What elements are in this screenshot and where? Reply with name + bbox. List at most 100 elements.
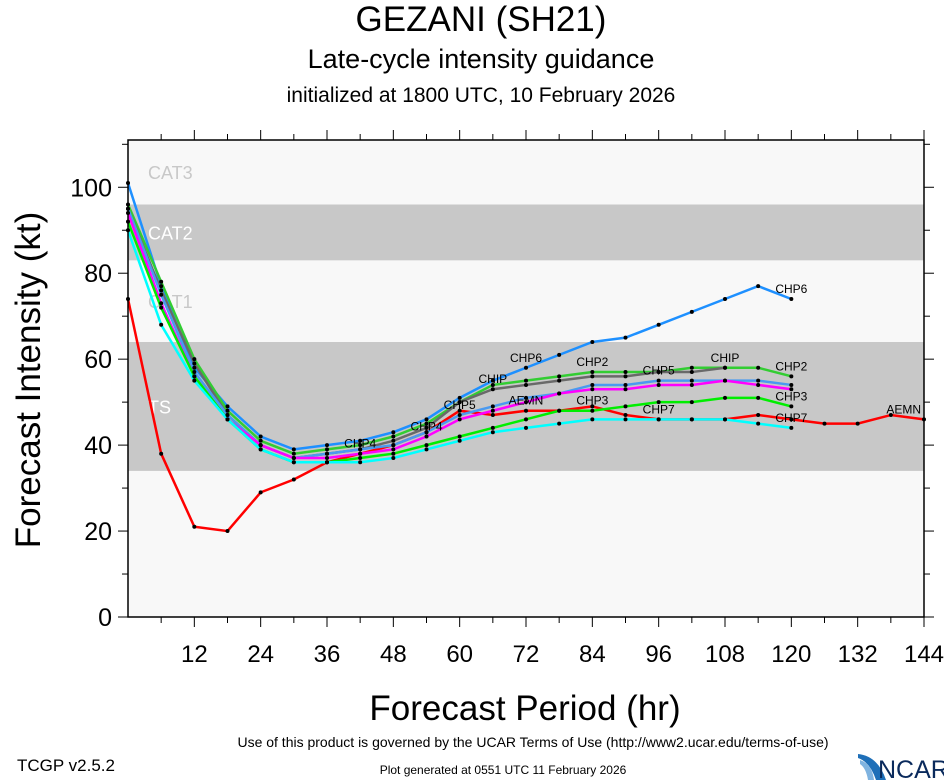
data-point-chp5 bbox=[457, 413, 462, 418]
data-point-chp6 bbox=[524, 365, 528, 370]
data-point-chip bbox=[689, 370, 694, 375]
series-label: AEMN bbox=[509, 394, 544, 408]
data-point-chp2 bbox=[524, 378, 528, 383]
data-point-chp3 bbox=[789, 404, 794, 409]
data-point-chp6 bbox=[557, 352, 562, 357]
y-tick-label: 60 bbox=[84, 346, 112, 374]
data-point-aemn bbox=[490, 413, 495, 418]
data-point-chp6 bbox=[789, 297, 794, 301]
data-point-chp2 bbox=[623, 370, 628, 375]
y-tick-label: 80 bbox=[84, 260, 112, 288]
data-point-chp2 bbox=[689, 365, 694, 370]
data-point-chp6 bbox=[424, 417, 429, 422]
data-point-chp7 bbox=[424, 447, 429, 452]
x-tick-label: 96 bbox=[645, 641, 672, 668]
data-point-chp3 bbox=[457, 434, 462, 439]
data-point-chp7 bbox=[159, 322, 164, 327]
data-point-chp4 bbox=[325, 456, 329, 460]
y-tick-label: 0 bbox=[98, 604, 112, 632]
terms-of-use: Use of this product is governed by the U… bbox=[237, 734, 829, 750]
series-label: AEMN bbox=[886, 402, 921, 416]
chart-subtitle: Late-cycle intensity guidance bbox=[307, 44, 655, 74]
data-point-aemn bbox=[159, 451, 164, 456]
data-point-chp5 bbox=[656, 378, 661, 383]
data-point-chip bbox=[656, 370, 661, 375]
data-point-chp2 bbox=[358, 443, 363, 448]
data-point-chip bbox=[391, 438, 396, 443]
data-point-chp3 bbox=[524, 417, 528, 422]
data-point-chp6 bbox=[590, 339, 595, 344]
data-point-chip bbox=[457, 400, 462, 405]
series-label: CHP7 bbox=[775, 411, 807, 425]
series-label: CHP2 bbox=[775, 359, 807, 373]
data-point-chp6 bbox=[623, 335, 628, 340]
data-point-chip bbox=[424, 425, 429, 430]
series-label: CHP6 bbox=[510, 351, 542, 365]
data-point-chp6 bbox=[258, 434, 263, 439]
data-point-chp6 bbox=[689, 309, 694, 314]
data-point-chp5 bbox=[689, 378, 694, 383]
data-point-chp6 bbox=[159, 284, 164, 289]
data-point-chp2 bbox=[756, 365, 761, 370]
data-point-chp7 bbox=[225, 417, 230, 422]
data-point-chp6 bbox=[225, 404, 230, 409]
data-point-chp6 bbox=[391, 430, 396, 435]
data-point-aemn bbox=[789, 417, 794, 422]
series-label: CHP7 bbox=[643, 402, 675, 416]
chart-title: GEZANI (SH21) bbox=[355, 0, 607, 39]
data-point-chp6 bbox=[656, 322, 661, 327]
data-point-chp7 bbox=[291, 460, 296, 465]
data-point-chp2 bbox=[159, 279, 164, 284]
data-point-chp2 bbox=[490, 382, 495, 387]
version-label: TCGP v2.5.2 bbox=[17, 756, 115, 775]
data-point-chip bbox=[723, 365, 727, 370]
data-point-chp4 bbox=[723, 378, 727, 383]
data-point-chp5 bbox=[358, 447, 363, 452]
band-cat1 bbox=[128, 260, 924, 342]
data-point-aemn bbox=[258, 490, 263, 495]
data-point-chp6 bbox=[723, 297, 727, 301]
x-tick-label: 72 bbox=[513, 641, 540, 668]
data-point-chp6 bbox=[325, 443, 329, 448]
band-cat3 bbox=[128, 140, 924, 205]
band-label: CAT2 bbox=[148, 223, 193, 243]
x-tick-label: 120 bbox=[771, 641, 811, 668]
data-point-chip bbox=[623, 374, 628, 379]
data-point-chp4 bbox=[756, 382, 761, 387]
data-point-chp3 bbox=[424, 443, 429, 448]
data-point-chp5 bbox=[159, 292, 164, 297]
data-point-chp7 bbox=[723, 417, 727, 422]
data-point-chp3 bbox=[689, 400, 694, 405]
data-point-aemn bbox=[524, 408, 528, 413]
band-cat2 bbox=[128, 204, 924, 261]
data-point-chp4 bbox=[557, 391, 562, 396]
x-tick-label: 108 bbox=[705, 641, 745, 668]
series-label: CHIP bbox=[711, 351, 740, 365]
data-point-chp6 bbox=[457, 395, 462, 400]
series-label: CHP4 bbox=[410, 420, 442, 434]
data-point-chp2 bbox=[291, 451, 296, 456]
data-point-chp7 bbox=[557, 421, 562, 426]
data-point-chp6 bbox=[192, 365, 197, 370]
data-point-chp3 bbox=[557, 408, 562, 413]
x-tick-label: 84 bbox=[579, 641, 606, 668]
data-point-chp2 bbox=[424, 421, 429, 426]
data-point-aemn bbox=[192, 524, 197, 529]
data-point-chp3 bbox=[192, 374, 197, 379]
data-point-chp7 bbox=[656, 417, 661, 422]
init-time: initialized at 1800 UTC, 10 February 202… bbox=[286, 84, 676, 107]
data-point-chp2 bbox=[590, 370, 595, 375]
data-point-chp5 bbox=[623, 382, 628, 387]
data-point-chp3 bbox=[756, 395, 761, 400]
data-point-chp2 bbox=[225, 408, 230, 413]
data-point-chp6 bbox=[756, 284, 761, 289]
ncar-logo: NCAR bbox=[858, 754, 944, 780]
data-point-aemn bbox=[225, 529, 230, 534]
data-point-aemn bbox=[855, 421, 860, 426]
data-point-chp3 bbox=[490, 425, 495, 430]
data-point-chip bbox=[524, 382, 528, 387]
data-point-chp5 bbox=[756, 378, 761, 383]
data-point-chp4 bbox=[358, 451, 363, 456]
y-axis-label: Forecast Intensity (kt) bbox=[9, 212, 48, 548]
